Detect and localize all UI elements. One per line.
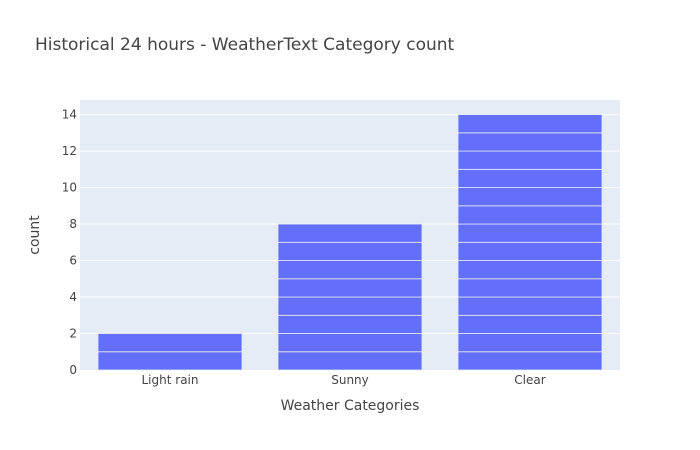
bar-segment xyxy=(277,278,423,298)
x-tick-label: Light rain xyxy=(142,373,199,387)
x-tick-label: Sunny xyxy=(331,373,369,387)
bar-segment xyxy=(457,223,603,243)
bar-segment xyxy=(457,333,603,353)
bar-segment xyxy=(277,223,423,243)
y-axis-title: count xyxy=(27,215,43,255)
bar-segment xyxy=(457,260,603,280)
bar-segment xyxy=(277,314,423,334)
y-tick-label: 10 xyxy=(62,181,77,195)
y-tick-label: 14 xyxy=(62,108,77,122)
bar-segment xyxy=(97,333,243,353)
bar-segment xyxy=(277,296,423,316)
bar-segment xyxy=(457,114,603,134)
y-tick-label: 12 xyxy=(62,144,77,158)
bar-segment xyxy=(457,168,603,188)
y-tick-label: 4 xyxy=(69,290,77,304)
bar-segment xyxy=(457,278,603,298)
y-axis-ticks: 0 2 4 6 8 10 12 14 xyxy=(62,108,77,377)
y-tick-label: 2 xyxy=(69,327,77,341)
bar-segment xyxy=(457,241,603,261)
bar-segment xyxy=(457,132,603,152)
bar-sunny[interactable] xyxy=(277,223,423,371)
chart-title: Historical 24 hours - WeatherText Catego… xyxy=(35,35,455,55)
y-tick-label: 0 xyxy=(69,363,77,377)
bar-segment xyxy=(457,187,603,207)
bar-segment xyxy=(97,351,243,371)
x-axis-ticks: Light rain Sunny Clear xyxy=(142,373,546,387)
bar-segment xyxy=(277,351,423,371)
x-axis-title: Weather Categories xyxy=(281,398,420,414)
y-tick-label: 6 xyxy=(69,254,77,268)
bar-segment xyxy=(457,314,603,334)
bar-clear[interactable] xyxy=(457,114,603,371)
bar-segment xyxy=(457,351,603,371)
x-tick-label: Clear xyxy=(514,373,545,387)
bar-light-rain[interactable] xyxy=(97,333,243,371)
bars xyxy=(97,114,603,371)
bar-segment xyxy=(277,260,423,280)
y-tick-label: 8 xyxy=(69,217,77,231)
bar-segment xyxy=(277,241,423,261)
bar-segment xyxy=(457,296,603,316)
bar-segment xyxy=(277,333,423,353)
bar-segment xyxy=(457,205,603,225)
bar-segment xyxy=(457,150,603,170)
